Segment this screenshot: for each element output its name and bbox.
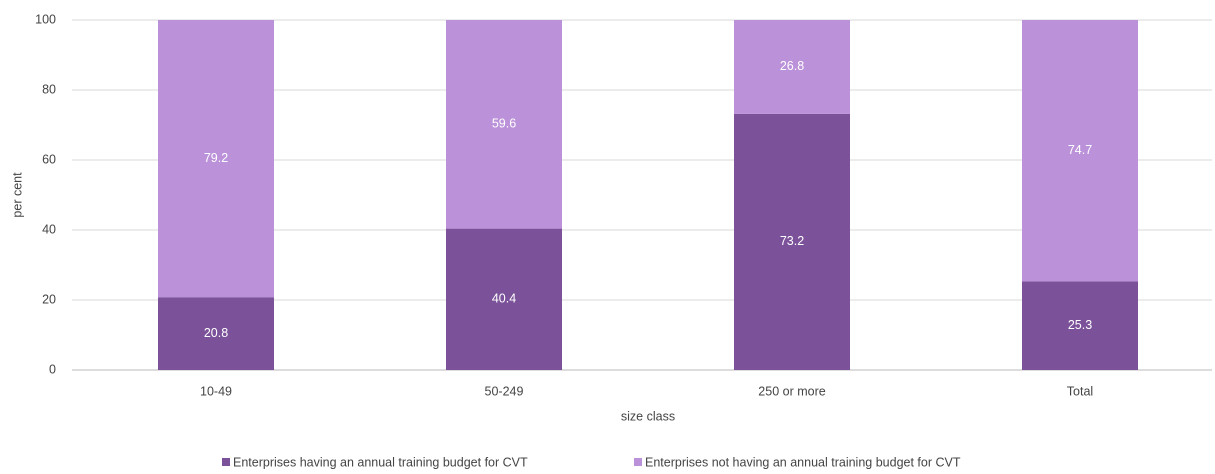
legend-label: Enterprises having an annual training bu… <box>233 455 528 469</box>
bar-segment <box>734 113 850 371</box>
y-tick-label: 60 <box>42 152 56 166</box>
data-label: 20.8 <box>204 326 228 340</box>
x-tick-label: Total <box>1067 384 1093 398</box>
bar-segment <box>446 228 562 370</box>
x-tick-label: 250 or more <box>758 384 825 398</box>
bar-segment <box>734 20 850 114</box>
y-tick-label: 80 <box>42 82 56 96</box>
y-tick-label: 20 <box>42 292 56 306</box>
data-label: 25.3 <box>1068 318 1092 332</box>
legend-label: Enterprises not having an annual trainin… <box>645 455 961 469</box>
bar-segment <box>1022 20 1138 282</box>
data-label: 59.6 <box>492 117 516 131</box>
x-axis-label: size class <box>621 409 675 423</box>
legend-swatch <box>634 458 642 466</box>
y-axis-label: per cent <box>10 172 24 218</box>
legend-swatch <box>222 458 230 466</box>
x-tick-label: 50-249 <box>485 384 524 398</box>
x-tick-label: 10-49 <box>200 384 232 398</box>
data-label: 74.7 <box>1068 143 1092 157</box>
y-tick-label: 0 <box>49 362 56 376</box>
bar-segment <box>1022 281 1138 370</box>
data-label: 73.2 <box>780 234 804 248</box>
bar-segment <box>446 20 562 229</box>
y-tick-label: 100 <box>35 12 56 26</box>
bar-segment <box>158 20 274 298</box>
data-label: 26.8 <box>780 59 804 73</box>
bar-segment <box>158 297 274 370</box>
data-label: 40.4 <box>492 292 516 306</box>
y-tick-label: 40 <box>42 222 56 236</box>
data-label: 79.2 <box>204 151 228 165</box>
